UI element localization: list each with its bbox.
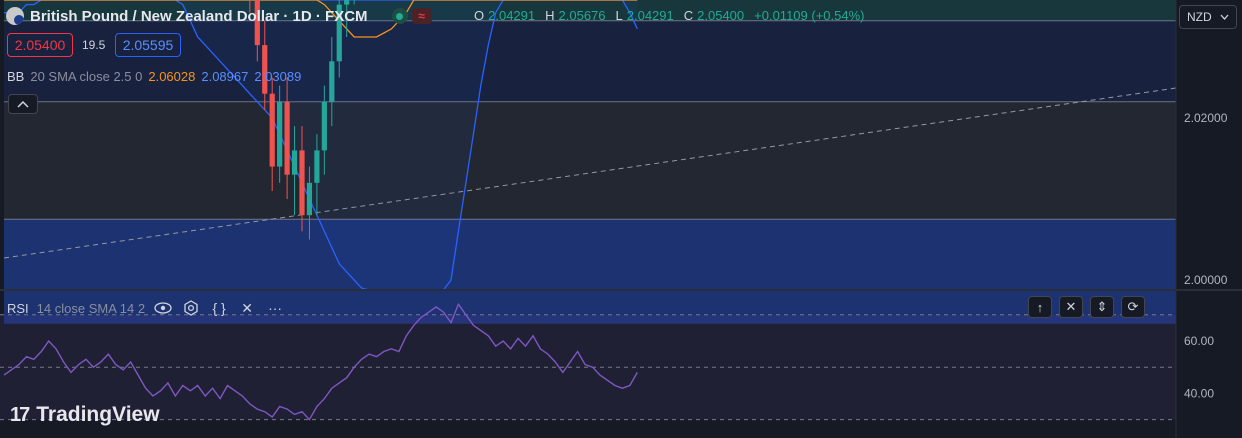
ohlc-open-key: O [474,8,485,23]
ohlc-open: 2.04291 [488,8,536,23]
price-tick-label: 2.02000 [1184,111,1228,125]
symbol-title: British Pound / New Zealand Dollar · 1D … [30,7,368,25]
ohlc-high-key: H [545,8,555,23]
rsi-tick-label: 60.00 [1184,334,1214,348]
currency-selector[interactable]: NZD [1179,5,1237,29]
collapse-legend-button[interactable] [8,94,38,114]
candle-body [291,150,298,175]
symbol-header[interactable]: British Pound / New Zealand Dollar · 1D … [6,5,432,27]
bb-legend[interactable]: BB 20 SMA close 2.5 0 2.06028 2.08967 2.… [7,69,301,84]
candle-body [254,0,260,46]
rsi-line [3,302,638,421]
candle-body [299,150,305,216]
brand-name: TradingView [36,403,160,426]
market-status-icon[interactable] [391,8,408,24]
ohlc-close: 2.05400 [697,8,745,23]
price-tick-label: 2.00000 [1184,273,1228,287]
ohlc-change: +0.01109 (+0.54%) [754,8,865,23]
rsi-legend[interactable]: RSI 14 close SMA 14 2 { } ✕ ··· [7,298,285,318]
close-icon[interactable]: ✕ [241,299,253,316]
rsi-params: 14 close SMA 14 2 [36,300,146,316]
eye-icon[interactable] [153,298,173,318]
price-axis-bg [1176,0,1242,438]
bb-lower-line [4,0,638,291]
bb-basis-line [4,0,638,38]
bb-upper-value: 2.08967 [201,69,249,84]
candle-body [336,4,342,62]
more-icon[interactable]: ··· [268,300,283,316]
fib-zone [4,0,1176,21]
price-axis: 2.080002.060002.040002.020002.000002.054… [1175,0,1242,438]
tradingview-logo: 17 TradingView [10,403,160,427]
fib-zone [4,20,1176,102]
buy-button[interactable]: 2.05595 [115,33,181,57]
candle-body [284,101,290,175]
candles [249,0,355,240]
fib-zones [3,0,1177,324]
fib-zone [4,219,1176,324]
move-pane-up-icon[interactable]: ↑ [1028,296,1052,318]
ohlc-high: 2.05676 [558,8,606,23]
spread-value: 19.5 [82,38,106,52]
candle-body [306,182,313,216]
ohlc-low-key: L [615,8,623,23]
rsi-tick-label: 40.00 [1184,386,1214,400]
candle-body [314,150,320,183]
candle-body [269,93,275,167]
tradingview-icon: 17 [10,403,30,426]
maximize-pane-icon[interactable]: ⟳ [1121,296,1145,318]
chevron-up-icon [17,100,29,108]
candle-body [329,61,335,102]
ohlc-low: 2.04291 [626,8,674,23]
symbol-flag-icon [6,7,24,25]
bb-params: 20 SMA close 2.5 0 [30,69,143,84]
source-code-icon[interactable]: { } [212,300,226,316]
bollinger-bands [4,0,638,291]
sell-button[interactable]: 2.05400 [7,33,73,57]
bb-basis-value: 2.06028 [148,69,196,84]
close-pane-icon[interactable]: ✕ [1059,296,1083,318]
bb-lower-value: 2.03089 [254,69,302,84]
settings-icon[interactable] [181,298,201,318]
pane-controls: ↑ ✕ ⇕ ⟳ [1028,296,1145,318]
rsi-pane: 60.00 40.00 [0,289,1242,421]
currency-label: NZD [1187,10,1212,24]
candle-body [277,101,283,167]
bb-fill [4,0,638,290]
rsi-name: RSI [7,300,29,316]
bb-name: BB [7,69,25,84]
candle-body [321,101,327,151]
candle-body [344,0,350,5]
ohlc-close-key: C [683,8,694,23]
fib-zone [4,101,1176,220]
ohlc-legend: O 2.04291 H 2.05676 L 2.04291 C 2.05400 +0.0… [474,8,864,23]
data-delay-icon[interactable]: ≈ [411,8,432,24]
collapse-pane-icon[interactable]: ⇕ [1090,296,1114,318]
candle-body [262,45,268,94]
chevron-down-icon [1220,14,1229,20]
